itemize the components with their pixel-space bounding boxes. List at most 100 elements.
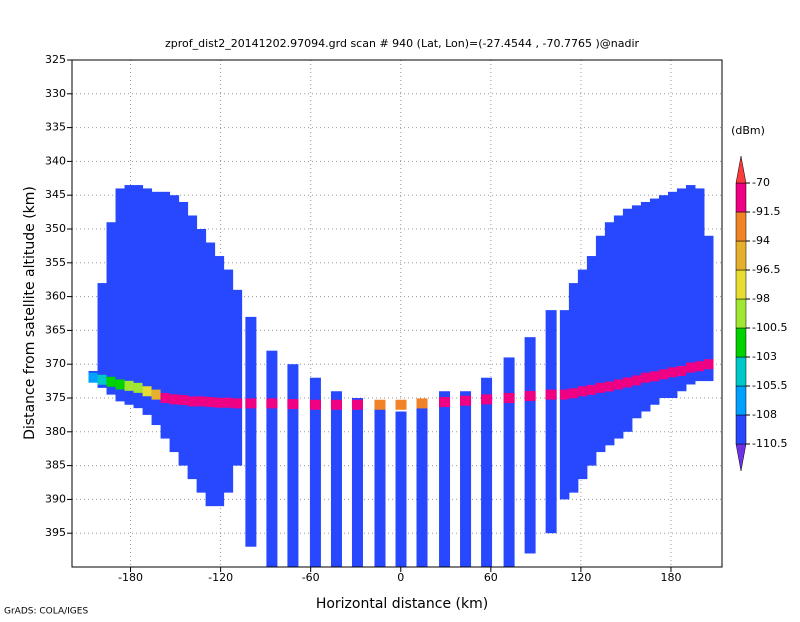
colorbar-swatch (735, 182, 747, 213)
beam (613, 215, 624, 439)
colorbar-label: -96.5 (752, 263, 780, 276)
beam (685, 185, 696, 385)
beam (395, 411, 407, 567)
footer: GrADS: COLA/IGES (4, 607, 88, 617)
y-tick-label: 325 (45, 53, 66, 66)
beam (351, 398, 363, 567)
beam (586, 256, 597, 466)
bright-band (330, 399, 342, 410)
bright-band (503, 393, 515, 403)
colorbar-swatch (735, 240, 747, 271)
beam (545, 310, 557, 534)
y-tick-label: 360 (45, 290, 66, 303)
bright-band (676, 365, 687, 376)
bright-band (151, 389, 162, 400)
bright-band (524, 390, 536, 401)
bright-band (595, 382, 606, 393)
beam (658, 195, 669, 398)
bright-band (577, 386, 588, 397)
x-tick-label: 120 (570, 571, 591, 584)
beam (460, 391, 472, 567)
bright-band (124, 380, 135, 391)
beam (667, 191, 678, 398)
bright-band (287, 399, 299, 410)
x-tick-label: 180 (660, 571, 681, 584)
beam (595, 235, 606, 453)
colorbar-label: (dBm) (731, 124, 765, 137)
x-tick-label: 0 (397, 571, 404, 584)
bright-band (568, 388, 579, 399)
x-tick-label: 60 (484, 571, 498, 584)
colorbar-swatch (735, 356, 747, 387)
bright-band (649, 371, 660, 382)
colorbar-label: -103 (752, 350, 777, 363)
beam (133, 185, 144, 409)
colorbar-label: -94 (752, 234, 770, 247)
y-tick-label: 385 (45, 459, 66, 472)
bright-band (106, 376, 117, 387)
bright-band (545, 389, 557, 400)
beam (178, 201, 189, 466)
beam (676, 188, 687, 392)
colorbar-label: -91.5 (752, 205, 780, 218)
bright-band (694, 361, 705, 372)
colorbar-swatch (735, 443, 747, 472)
beam (97, 283, 108, 388)
beam (223, 269, 234, 493)
bright-band (97, 374, 108, 385)
beam (214, 256, 225, 507)
colorbar-swatch (735, 269, 747, 300)
bright-band (640, 372, 651, 383)
bright-band (196, 396, 207, 407)
bright-band (205, 397, 216, 408)
beam (124, 185, 135, 405)
bright-band (178, 395, 189, 406)
bright-band (266, 398, 278, 409)
bright-band (631, 375, 642, 386)
y-tick-label: 380 (45, 425, 66, 438)
y-tick-label: 390 (45, 492, 66, 505)
beam (439, 391, 451, 567)
beam (266, 350, 278, 567)
colorbar-swatch (735, 385, 747, 416)
bright-band (439, 397, 451, 408)
bright-band (133, 382, 144, 393)
beam (631, 205, 642, 419)
bright-band (685, 362, 696, 373)
x-tick-label: -120 (208, 571, 233, 584)
beam (106, 222, 117, 395)
y-tick-label: 375 (45, 391, 66, 404)
x-tick-label: -60 (302, 571, 320, 584)
colorbar-swatch (735, 211, 747, 242)
bright-band (481, 394, 493, 405)
colorbar-label: -100.5 (752, 321, 787, 334)
y-tick-label: 365 (45, 323, 66, 336)
beam (703, 235, 714, 382)
bright-band (416, 398, 428, 409)
y-tick-label: 370 (45, 357, 66, 370)
beam (481, 377, 493, 567)
bright-band (169, 394, 180, 405)
y-tick-label: 355 (45, 256, 66, 269)
y-tick-label: 395 (45, 526, 66, 539)
beam (115, 188, 126, 402)
beam (205, 242, 216, 507)
beam (330, 391, 342, 567)
colorbar-swatch (735, 155, 747, 184)
beam (622, 208, 633, 432)
beam (577, 269, 588, 480)
bright-band (613, 379, 624, 390)
colorbar-label: -108 (752, 408, 777, 421)
bright-band (309, 399, 321, 410)
beam (604, 222, 615, 446)
beam (568, 283, 579, 493)
beam (694, 188, 705, 382)
y-tick-label: 350 (45, 222, 66, 235)
bright-band (622, 377, 633, 388)
bright-band (214, 397, 225, 408)
colorbar-swatch (735, 414, 747, 445)
bright-band (115, 379, 126, 390)
beam (503, 357, 515, 567)
beam (245, 316, 257, 547)
